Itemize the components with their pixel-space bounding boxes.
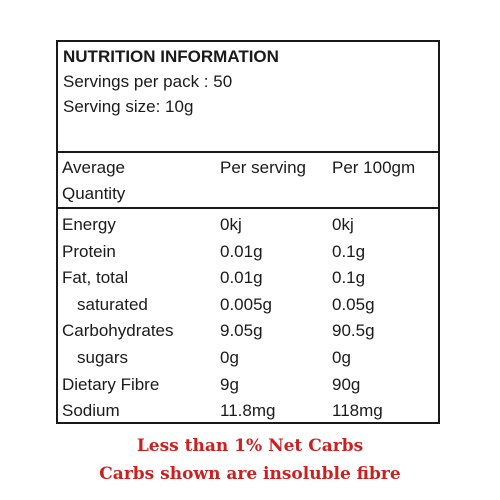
table-row: sugars 0g 0g xyxy=(58,345,438,372)
row-per-serving: 0.01g xyxy=(220,241,263,261)
table-row: Carbohydrates 9.05g 90.5g xyxy=(58,318,438,345)
row-label: Energy xyxy=(62,215,116,234)
table-row: saturated 0.005g 0.05g xyxy=(58,292,438,319)
row-per-100: 0.1g xyxy=(332,241,366,261)
servings-per-pack: Servings per pack : 50 xyxy=(63,72,233,91)
table-row: Dietary Fibre 9g 90g xyxy=(58,372,438,399)
column-header-quantity: Average Quantity xyxy=(62,155,125,207)
row-label: Dietary Fibre xyxy=(62,374,160,394)
row-per-serving: 0kj xyxy=(220,215,242,234)
column-header-divider xyxy=(58,207,438,209)
table-row: Fat, total 0.01g 0.1g xyxy=(58,265,438,292)
header-divider xyxy=(58,151,438,153)
row-per-serving: 9g xyxy=(220,374,239,394)
row-label: Carbohydrates xyxy=(62,321,174,341)
row-per-serving: 0.01g xyxy=(220,268,263,288)
row-per-100: 90.5g xyxy=(332,321,375,341)
table-row: Energy 0kj 0kj xyxy=(58,212,438,239)
row-label: Protein xyxy=(62,241,116,261)
net-carbs-note: Less than 1% Net Carbs xyxy=(136,436,364,456)
insoluble-fibre-note: Carbs shown are insoluble fibre xyxy=(99,464,401,484)
row-per-serving: 0.005g xyxy=(220,294,272,314)
row-label: Sodium xyxy=(62,401,120,421)
row-per-serving: 9.05g xyxy=(220,321,263,341)
row-per-100: 118mg xyxy=(332,401,383,421)
row-label: saturated xyxy=(77,294,148,314)
row-label: Fat, total xyxy=(62,268,129,288)
nutrition-panel: NUTRITION INFORMATION Servings per pack … xyxy=(56,40,440,424)
serving-size: Serving size: 10g xyxy=(63,97,194,116)
panel-header: NUTRITION INFORMATION Servings per pack … xyxy=(58,42,438,150)
row-per-100: 0.1g xyxy=(332,268,366,288)
row-per-serving: 0g xyxy=(220,347,239,367)
row-per-100: 0g xyxy=(332,347,351,367)
column-header-per-serving: Per serving xyxy=(220,158,306,177)
nutrient-rows: Energy 0kj 0kj Protein 0.01g 0.1g Fat, t… xyxy=(58,212,438,425)
row-per-100: 0.05g xyxy=(332,294,375,314)
table-row: Sodium 11.8mg 118mg xyxy=(58,398,438,425)
panel-title: NUTRITION INFORMATION xyxy=(63,47,279,66)
column-header-per-100: Per 100gm xyxy=(332,158,416,177)
row-per-100: 0kj xyxy=(332,215,354,234)
column-header-quantity-line1: Average xyxy=(62,158,126,177)
column-header-quantity-line2: Quantity xyxy=(62,184,126,203)
row-per-serving: 11.8mg xyxy=(220,401,276,421)
row-per-100: 90g xyxy=(332,374,361,394)
row-label: sugars xyxy=(77,347,129,367)
table-row: Protein 0.01g 0.1g xyxy=(58,239,438,266)
